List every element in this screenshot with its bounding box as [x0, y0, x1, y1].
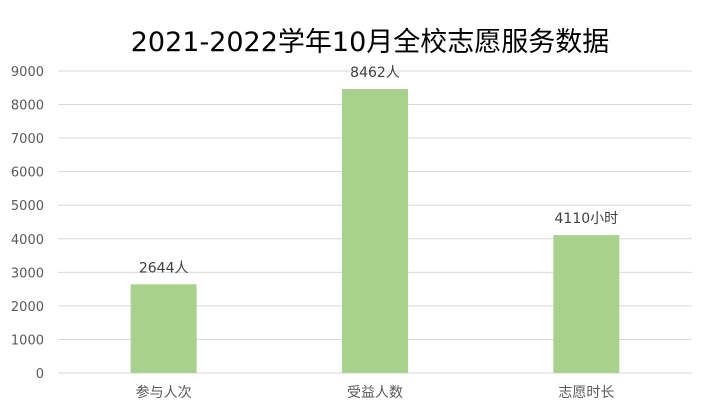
- bar: [553, 235, 620, 373]
- bar: [342, 89, 408, 373]
- y-tick-label: 8000: [11, 99, 44, 114]
- y-tick-label: 7000: [11, 132, 44, 147]
- x-tick-label: 志愿时长: [558, 385, 614, 401]
- y-tick-label: 5000: [11, 199, 44, 214]
- data-label: 2644人: [139, 260, 189, 276]
- y-tick-label: 4000: [11, 233, 44, 248]
- x-tick-label: 参与人次: [136, 384, 192, 401]
- data-label: 8462人: [350, 65, 400, 81]
- y-tick-label: 1000: [11, 333, 44, 348]
- y-tick-label: 3000: [11, 266, 44, 281]
- bar: [130, 284, 197, 373]
- y-tick-label: 0: [36, 367, 44, 382]
- x-tick-label: 受益人数: [347, 385, 403, 401]
- data-label: 4110小时: [555, 211, 619, 227]
- chart-title: 2021-2022学年10月全校志愿服务数据: [130, 27, 610, 58]
- y-tick-label: 9000: [11, 65, 44, 80]
- y-tick-label: 2000: [11, 300, 44, 315]
- y-tick-label: 6000: [11, 166, 44, 181]
